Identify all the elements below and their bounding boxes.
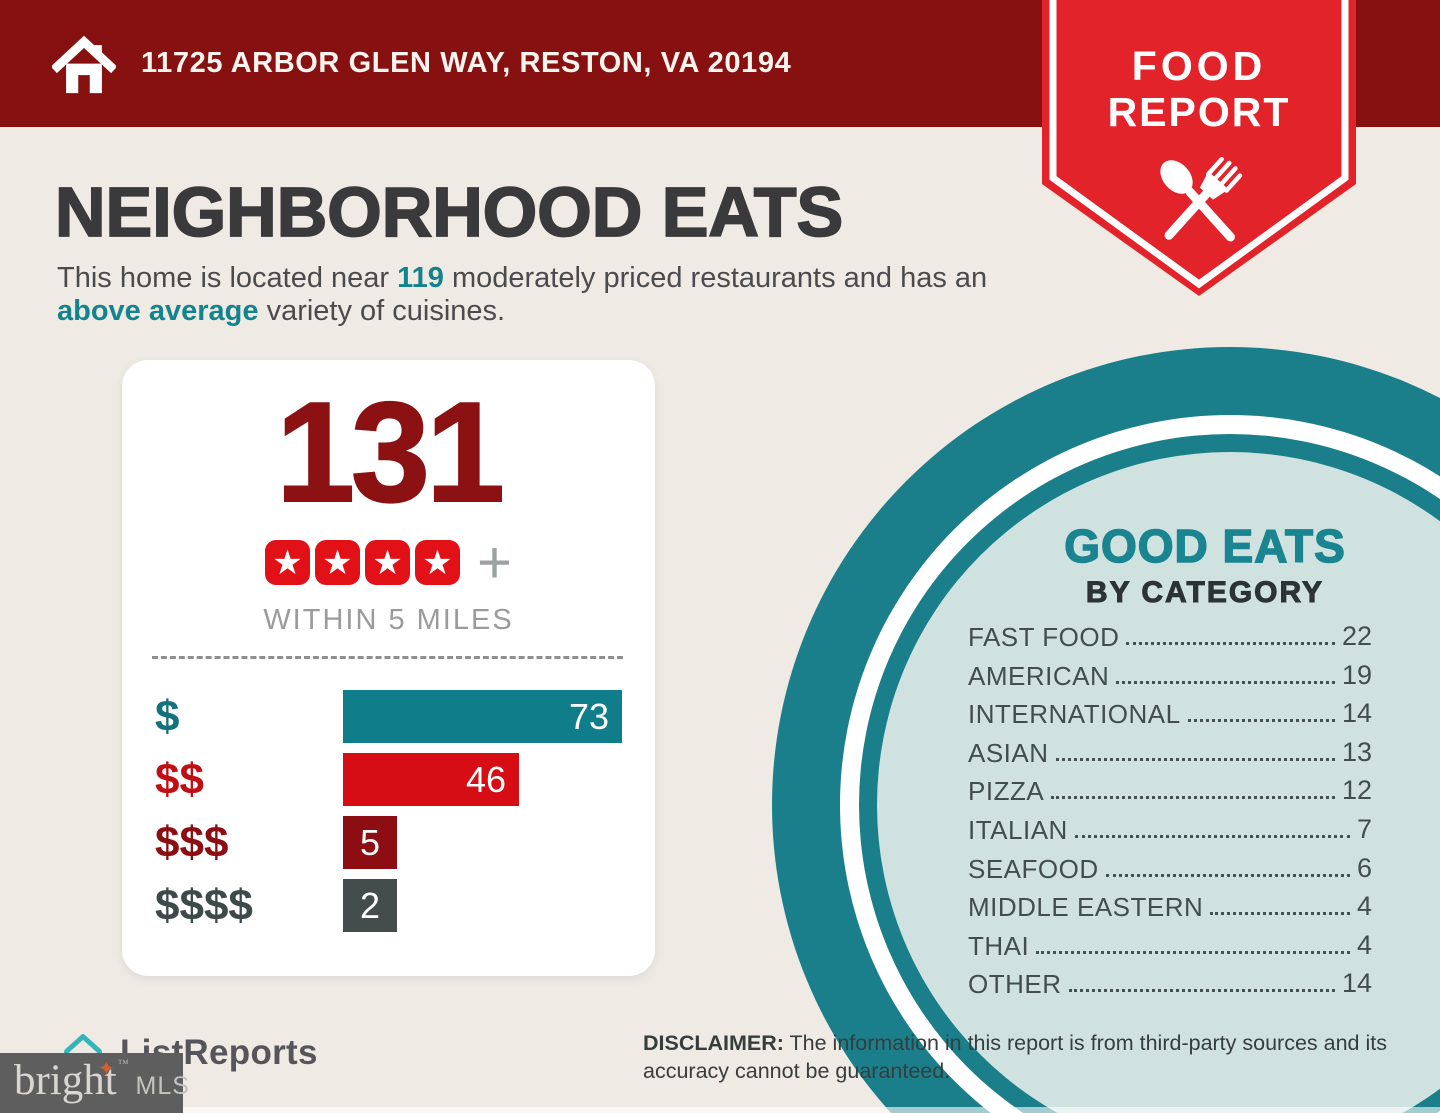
category-value: 14 xyxy=(1341,968,1372,999)
price-bar: 5 xyxy=(343,816,397,869)
intro-post: variety of cuisines. xyxy=(258,295,506,327)
price-bar: 46 xyxy=(343,753,519,806)
radius-label: WITHIN 5 MILES xyxy=(263,604,514,636)
spoon-fork-icon xyxy=(1160,156,1243,242)
category-row: ITALIAN 7 xyxy=(968,813,1372,845)
dotted-leader xyxy=(1068,989,1335,993)
food-report-badge: FOOD REPORT xyxy=(1042,0,1356,303)
badge-line2: REPORT xyxy=(1108,89,1291,135)
dotted-leader xyxy=(1105,873,1350,877)
category-label: THAI xyxy=(968,930,1030,961)
price-bar: 73 xyxy=(343,690,622,743)
category-label: AMERICAN xyxy=(968,660,1110,691)
mls-label: MLS xyxy=(135,1072,190,1100)
variety-highlight: above average xyxy=(57,295,259,327)
restaurant-count: 119 xyxy=(397,262,444,294)
price-bar: 2 xyxy=(343,879,397,932)
page-title: NEIGHBORHOOD EATS xyxy=(54,172,844,252)
category-label: PIZZA xyxy=(968,776,1045,807)
bright-mls-watermark: bright™ MLS ✦ xyxy=(0,1053,189,1113)
bright-wordmark: bright™ xyxy=(14,1057,129,1104)
price-bar-row: $$$$ 2 xyxy=(155,879,655,932)
category-row: SEAFOOD 6 xyxy=(968,852,1372,884)
trademark-symbol: ™ xyxy=(117,1058,129,1070)
category-value: 6 xyxy=(1356,852,1372,883)
category-row: AMERICAN 19 xyxy=(968,659,1372,691)
category-row: INTERNATIONAL 14 xyxy=(968,698,1372,730)
category-label: ASIAN xyxy=(968,737,1049,768)
star-icon: ★ xyxy=(414,540,460,585)
good-eats-title: GOOD EATS xyxy=(1063,519,1346,573)
category-value: 13 xyxy=(1341,736,1372,767)
category-label: INTERNATIONAL xyxy=(968,699,1181,730)
price-bar-value: 2 xyxy=(359,884,381,926)
good-eats-header: GOOD EATS BY CATEGORY xyxy=(980,519,1430,610)
price-bar-row: $73 xyxy=(155,690,655,743)
disclaimer-label: DISCLAIMER: xyxy=(643,1031,784,1055)
star-rating: ★ ★ ★ ★ + xyxy=(122,529,655,596)
category-row: FAST FOOD 22 xyxy=(968,621,1372,652)
price-tier-label: $ xyxy=(155,692,180,741)
category-value: 7 xyxy=(1356,813,1372,844)
restaurant-total: 131 xyxy=(275,373,506,532)
good-eats-subtitle: BY CATEGORY xyxy=(1085,576,1325,610)
category-value: 22 xyxy=(1341,621,1372,651)
category-row: PIZZA 12 xyxy=(968,775,1372,807)
price-bar-value: 46 xyxy=(465,758,506,800)
price-bar-row: $$ 46 xyxy=(155,753,655,806)
category-row: THAI 4 xyxy=(968,929,1372,961)
price-bar-value: 5 xyxy=(359,821,381,863)
intro-text: This home is located near 119 moderately… xyxy=(57,262,1007,328)
price-tier-label: $$ xyxy=(155,755,204,804)
category-value: 14 xyxy=(1341,698,1372,729)
dotted-leader xyxy=(1074,834,1350,838)
star-icon: ★ xyxy=(314,540,360,585)
home-icon xyxy=(50,24,118,107)
category-row: OTHER 14 xyxy=(968,968,1372,1000)
dotted-leader xyxy=(1051,796,1335,800)
sparkle-icon: ✦ xyxy=(98,1058,115,1080)
category-label: OTHER xyxy=(968,969,1062,1000)
intro-mid: moderately priced restaurants and has an xyxy=(443,262,988,294)
category-value: 12 xyxy=(1341,775,1372,806)
category-value: 19 xyxy=(1341,659,1372,690)
price-bar-row: $$$ 5 xyxy=(155,816,655,869)
star-icon: ★ xyxy=(364,540,410,585)
price-tier-label: $$$ xyxy=(155,818,229,867)
category-label: MIDDLE EASTERN xyxy=(968,892,1204,923)
category-label: ITALIAN xyxy=(968,814,1068,845)
category-value: 4 xyxy=(1356,891,1372,922)
dotted-leader xyxy=(1126,642,1335,645)
dashed-divider xyxy=(152,656,623,659)
category-row: MIDDLE EASTERN 4 xyxy=(968,891,1372,923)
dotted-leader xyxy=(1036,950,1350,954)
dotted-leader xyxy=(1210,912,1350,916)
disclaimer-body: The information in this report is from t… xyxy=(643,1031,1387,1083)
dotted-leader xyxy=(1116,680,1335,684)
category-value: 4 xyxy=(1356,929,1372,960)
disclaimer-text: DISCLAIMER: The information in this repo… xyxy=(643,1029,1433,1085)
dotted-leader xyxy=(1055,757,1335,761)
bottom-edge-strip xyxy=(0,1107,1440,1113)
badge-line1: FOOD xyxy=(1132,43,1266,89)
plus-icon: + xyxy=(476,529,513,596)
intro-pre: This home is located near xyxy=(57,262,398,294)
category-label: SEAFOOD xyxy=(968,853,1099,884)
price-bar-value: 73 xyxy=(568,695,609,737)
price-bars: $73 $$ 46 $$$ 5 $$$$ 2 xyxy=(122,690,655,942)
restaurant-stats-card: 131 ★ ★ ★ ★ + WITHIN 5 MILES $73 $$ 46 $$$ 5 $$$$… xyxy=(122,360,655,976)
category-list: FAST FOOD 22 AMERICAN 19 INTERNATIONAL 14 ASIA… xyxy=(968,623,1372,1009)
category-row: ASIAN 13 xyxy=(968,736,1372,768)
dotted-leader xyxy=(1187,719,1335,723)
category-label: FAST FOOD xyxy=(968,622,1120,652)
property-address: 11725 ARBOR GLEN WAY, RESTON, VA 20194 xyxy=(141,47,792,79)
price-tier-label: $$$$ xyxy=(155,881,253,930)
star-icon: ★ xyxy=(264,540,310,585)
